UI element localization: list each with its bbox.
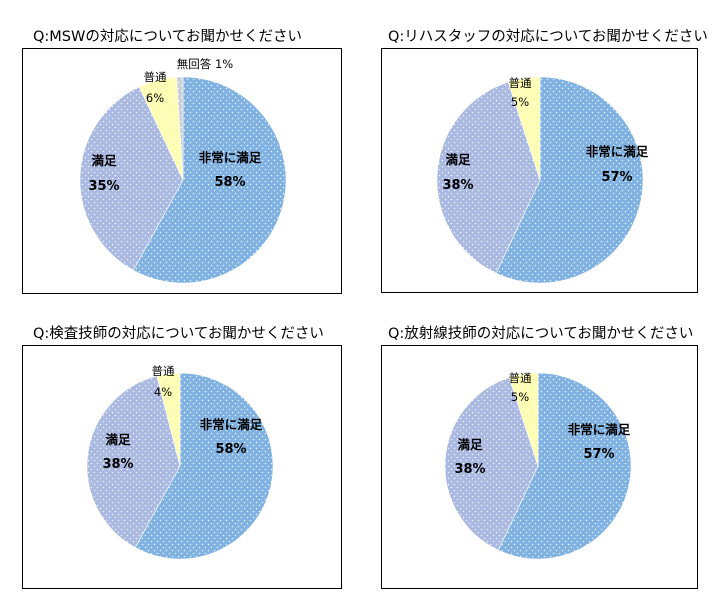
slice-label-0-0-pct: 58% bbox=[214, 175, 245, 190]
slice-label-2-1-label: 満足 bbox=[105, 432, 131, 447]
slice-label-2-0-pct: 58% bbox=[215, 442, 246, 457]
slice-label-2-0-label: 非常に満足 bbox=[200, 417, 263, 432]
pie-slice-1-1 bbox=[436, 81, 541, 274]
slice-label-0-1-pct: 35% bbox=[88, 179, 119, 194]
chart-title-lab: Q:検査技師の対応についてお聞かせください bbox=[33, 326, 324, 342]
chart-title-msw: Q:MSWの対応についてお聞かせください bbox=[33, 29, 302, 45]
slice-label-0-3-labelpct: 無回答 1% bbox=[177, 57, 233, 71]
slice-label-3-2-pct: 5% bbox=[511, 390, 529, 404]
slice-label-3-1-label: 満足 bbox=[457, 437, 483, 452]
pie-slice-0-0 bbox=[132, 76, 287, 284]
pie-slice-2-0 bbox=[134, 372, 274, 560]
pie-slice-1-2 bbox=[507, 76, 541, 181]
slice-label-1-2-pct: 5% bbox=[511, 95, 529, 109]
slice-label-3-1-pct: 38% bbox=[454, 462, 485, 477]
slice-label-0-2-pct: 6% bbox=[146, 91, 164, 105]
slice-label-3-0-label: 非常に満足 bbox=[568, 422, 631, 437]
pie-slice-0-3 bbox=[176, 76, 184, 181]
slice-label-1-0-label: 非常に満足 bbox=[586, 144, 649, 159]
pie-slice-2-2 bbox=[156, 372, 181, 467]
slice-label-1-1-label: 満足 bbox=[445, 152, 471, 167]
pie-slice-2-1 bbox=[86, 375, 181, 548]
slice-label-3-2-label: 普通 bbox=[509, 371, 532, 385]
pie-slice-3-1 bbox=[444, 377, 539, 551]
pie-slice-3-0 bbox=[498, 372, 632, 560]
chart-title-radiology: Q:放射線技師の対応についてお聞かせください bbox=[388, 326, 694, 342]
slice-label-1-2-label: 普通 bbox=[509, 76, 532, 90]
slice-label-3-0-pct: 57% bbox=[583, 447, 614, 462]
pie-slice-0-1 bbox=[79, 86, 184, 271]
slice-label-0-1-label: 満足 bbox=[91, 153, 117, 168]
pie-slice-3-2 bbox=[508, 372, 539, 467]
slice-label-2-1-pct: 38% bbox=[102, 457, 133, 472]
pie-slice-1-0 bbox=[495, 76, 644, 284]
slice-label-0-2-label: 普通 bbox=[144, 70, 167, 84]
slice-label-1-0-pct: 57% bbox=[601, 170, 632, 185]
slice-label-2-2-pct: 4% bbox=[154, 385, 172, 399]
slice-label-1-1-pct: 38% bbox=[442, 178, 473, 193]
chart-title-rehab: Q:リハスタッフの対応についてお聞かせください bbox=[388, 29, 708, 45]
slice-label-0-0-label: 非常に満足 bbox=[199, 150, 262, 165]
slice-label-2-2-label: 普通 bbox=[152, 364, 175, 378]
